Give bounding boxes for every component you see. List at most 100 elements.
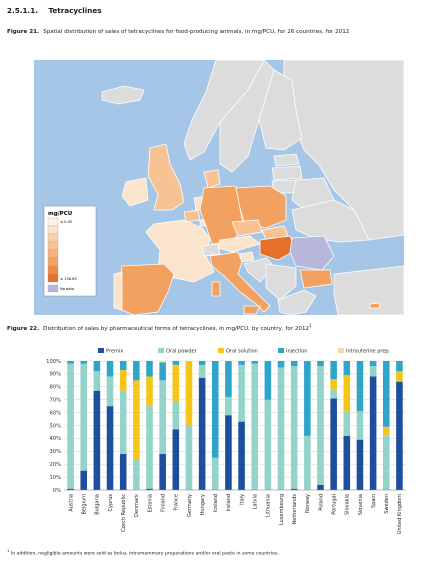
- bar-segment: [330, 389, 337, 399]
- bar-segment: [277, 361, 285, 368]
- bar-segment: [133, 380, 140, 460]
- x-tick-label: Ireland: [226, 494, 232, 511]
- region-sardinia: [211, 281, 221, 297]
- region-switzerland: [201, 243, 221, 257]
- bar-segment: [159, 380, 166, 454]
- region-belgium: [183, 209, 201, 223]
- y-tick-label: 10%: [49, 475, 61, 481]
- legend-swatch-0: [98, 348, 104, 353]
- bar-segment: [317, 366, 324, 485]
- legend-label-0: Premix: [106, 349, 123, 355]
- bar-segment: [290, 488, 298, 490]
- bar-segment: [382, 361, 390, 427]
- legend-max-label: ≥ 0.05: [60, 220, 72, 224]
- region-italy: [209, 251, 271, 313]
- bar-segment: [185, 425, 193, 490]
- bar-segment: [277, 367, 285, 490]
- bar-segment: [146, 361, 153, 377]
- figure-22-text: Distribution of sales by pharmaceutical …: [43, 325, 310, 332]
- bar-segment: [80, 470, 88, 490]
- bar-segment: [172, 400, 180, 430]
- bar-segment: [343, 375, 351, 412]
- bar-segment: [382, 435, 390, 490]
- figure-21-text: Spatial distribution of sales of tetracy…: [43, 29, 350, 35]
- map-legend: mg/PCU ≥ 0.05 ≤ 136.65 No data: [43, 205, 97, 297]
- x-tick-label: United Kingdom: [397, 494, 403, 534]
- x-tick-label: Iceland: [213, 494, 219, 512]
- bar-segment: [67, 488, 74, 490]
- bar-segment: [80, 361, 88, 364]
- bar-segment: [343, 411, 351, 436]
- bar-segment: [159, 362, 166, 381]
- bar-segment: [172, 361, 180, 365]
- region-sicily: [243, 305, 261, 315]
- figure-22-caption: Figure 22. Distribution of sales by pharm…: [7, 322, 427, 333]
- y-tick-label: 0%: [53, 488, 61, 494]
- x-tick-label: Portugal: [331, 494, 337, 515]
- bar-segment: [211, 457, 219, 490]
- bar-segment: [146, 488, 153, 490]
- bar-segment: [172, 364, 180, 401]
- x-tick-label: Luxembourg: [279, 494, 285, 525]
- x-tick-label: Denmark: [134, 494, 140, 517]
- region-ukraine: [291, 199, 370, 243]
- bar-segment: [290, 361, 298, 367]
- legend-label-3: Injection: [286, 349, 307, 355]
- bar-segment: [356, 411, 364, 440]
- bar-segment: [396, 371, 403, 382]
- x-tick-label: Italy: [239, 494, 245, 505]
- section-title: Tetracyclines: [48, 6, 102, 15]
- bar-segment: [93, 361, 101, 372]
- bar-segment: [369, 361, 377, 367]
- bar-segment: [251, 363, 259, 490]
- figure-22-sup: 1: [309, 323, 312, 328]
- bar-segment: [343, 435, 351, 490]
- bar-segment: [119, 453, 127, 490]
- region-ireland: [121, 177, 149, 207]
- y-tick-label: 30%: [49, 449, 61, 455]
- legend-swatch-4: [338, 348, 344, 353]
- bar-segment: [106, 376, 114, 407]
- region-sweden: [219, 60, 275, 173]
- legend-min-label: ≤ 136.65: [60, 277, 77, 281]
- x-tick-label: Norway: [305, 494, 311, 513]
- region-bulgaria: [299, 269, 333, 289]
- x-tick-label: Netherlands: [292, 494, 298, 525]
- bar-segment: [146, 376, 153, 407]
- bar-segment: [238, 361, 245, 365]
- y-tick-label: 70%: [49, 398, 61, 404]
- bar-segment: [93, 371, 101, 391]
- legend-label-4: Intrauterine prep.: [346, 349, 391, 355]
- bar-segment: [225, 361, 232, 398]
- y-tick-label: 90%: [49, 372, 61, 378]
- figure-21-label: Figure 21.: [7, 29, 40, 35]
- y-tick-label: 40%: [49, 436, 61, 442]
- bar-segment: [80, 363, 88, 471]
- y-tick-label: 80%: [49, 385, 61, 391]
- legend-title: mg/PCU: [48, 211, 72, 217]
- bar-segment: [396, 381, 403, 490]
- x-tick-label: Austria: [68, 494, 74, 512]
- bar-segment: [93, 390, 101, 490]
- legend-label-1: Oral powder: [166, 349, 198, 355]
- bar-segment: [198, 364, 206, 378]
- bar-segment: [264, 361, 272, 400]
- bar-segment: [225, 415, 232, 490]
- bar-segment: [106, 406, 114, 490]
- x-tick-label: Estonia: [147, 494, 153, 512]
- bar-segment: [198, 377, 206, 490]
- bar-segment: [238, 364, 245, 422]
- bar-segment: [330, 361, 337, 380]
- x-tick-label: Cyprus: [108, 494, 114, 512]
- bar-segment: [251, 361, 259, 364]
- section-heading: 2.5.1.1. Tetracyclines: [7, 6, 102, 15]
- x-tick-label: Latvia: [253, 494, 259, 509]
- footnote-sup: 1: [7, 548, 10, 553]
- x-tick-label: Slovakia: [345, 494, 351, 515]
- bar-segment: [356, 361, 364, 412]
- region-latvia: [271, 165, 303, 181]
- footnote: 1 In addition, negligible amounts were s…: [7, 548, 279, 557]
- x-tick-label: Sweden: [384, 494, 390, 514]
- bar-segment: [146, 406, 153, 489]
- region-portugal: [113, 271, 123, 311]
